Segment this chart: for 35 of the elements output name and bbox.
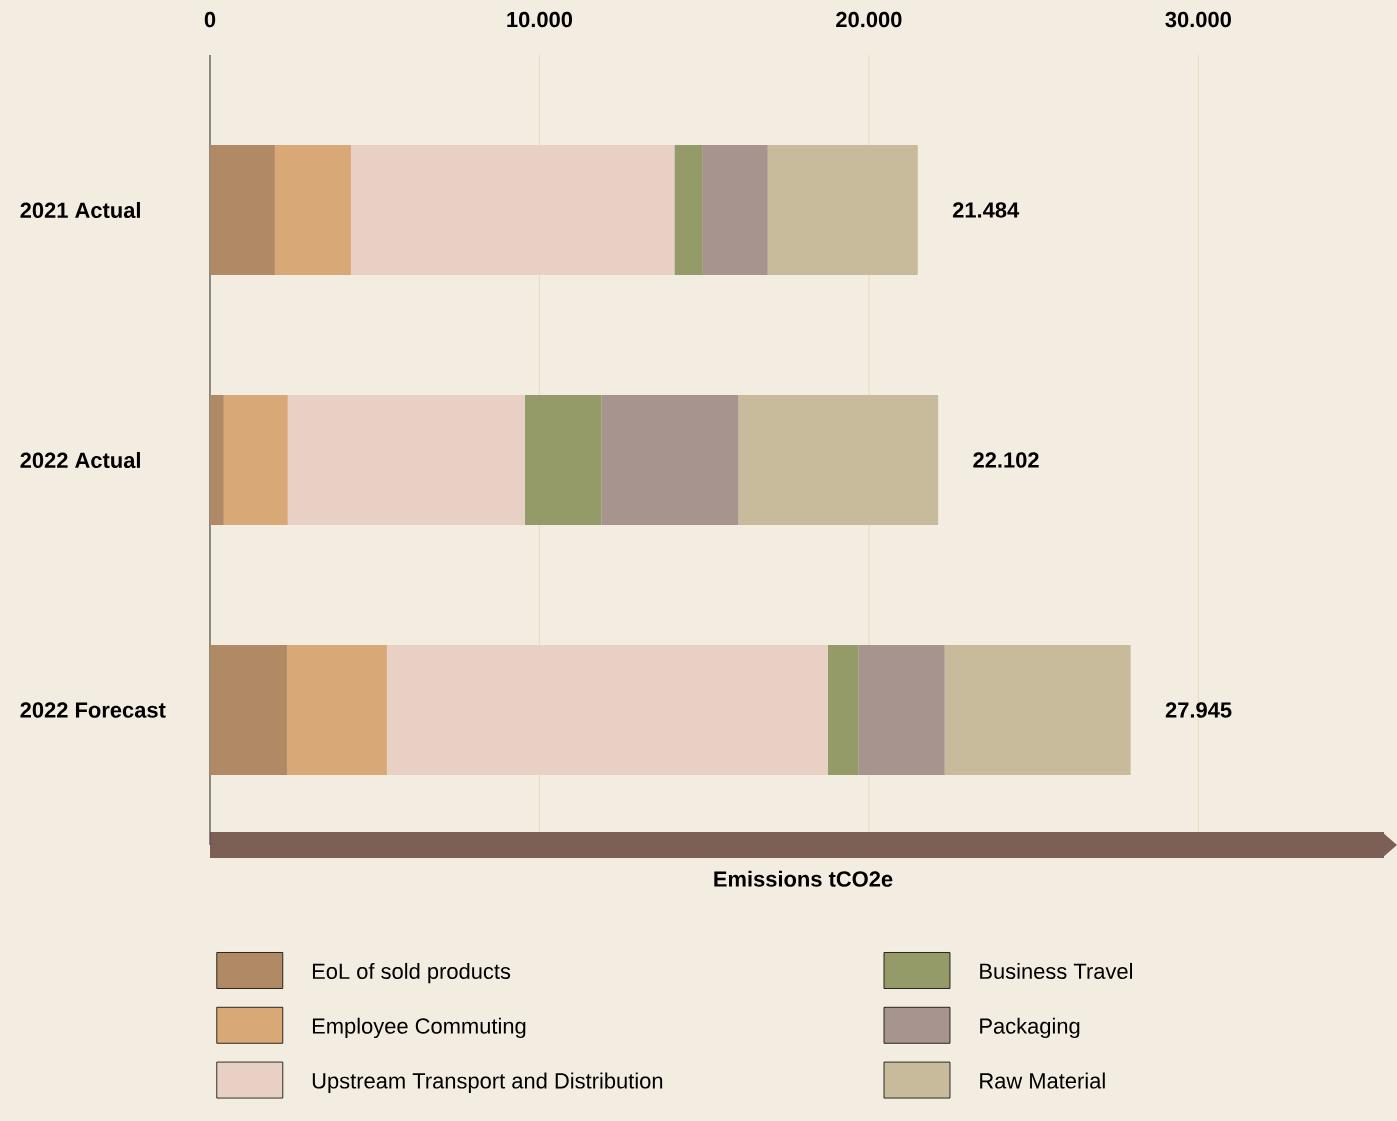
legend-label: Upstream Transport and Distribution [312,1072,663,1093]
x-tick-label: 30.000 [1165,11,1231,28]
bar [350,144,675,275]
bar [944,644,1131,775]
total-label: 21.484 [952,202,1020,218]
bar [287,394,525,525]
bar [674,144,703,275]
legend-label: EoL of sold products [312,962,511,984]
y-tick-label: 2022 Actual [20,451,140,469]
legend-label: Business Travel [980,962,1133,979]
y-tick-label: 2021 Actual [20,201,140,219]
bar [738,394,939,525]
bar [827,644,859,775]
bar [702,144,768,275]
legend-label: Raw Material [980,1072,1105,1089]
total-label: 27.945 [1165,702,1232,718]
bar [386,644,828,775]
bar [286,644,387,775]
bar [210,144,275,275]
legend-label: Packaging [980,1017,1080,1039]
bar [601,394,739,525]
bar [274,144,351,275]
x-tick-label: 20.000 [836,11,902,28]
x-axis-title: Emissions tCO2e [714,870,893,887]
bar [524,394,602,525]
y-tick-label: 2022 Forecast [20,702,166,718]
bar [210,394,224,525]
bar [767,144,918,275]
legend-label: Employee Commuting [312,1017,526,1039]
x-tick-label: 10.000 [507,11,573,28]
x-tick-label: 0 [204,11,216,28]
total-label: 22.102 [973,452,1039,468]
bar [858,644,945,775]
bar [223,394,288,525]
bar [210,644,287,775]
